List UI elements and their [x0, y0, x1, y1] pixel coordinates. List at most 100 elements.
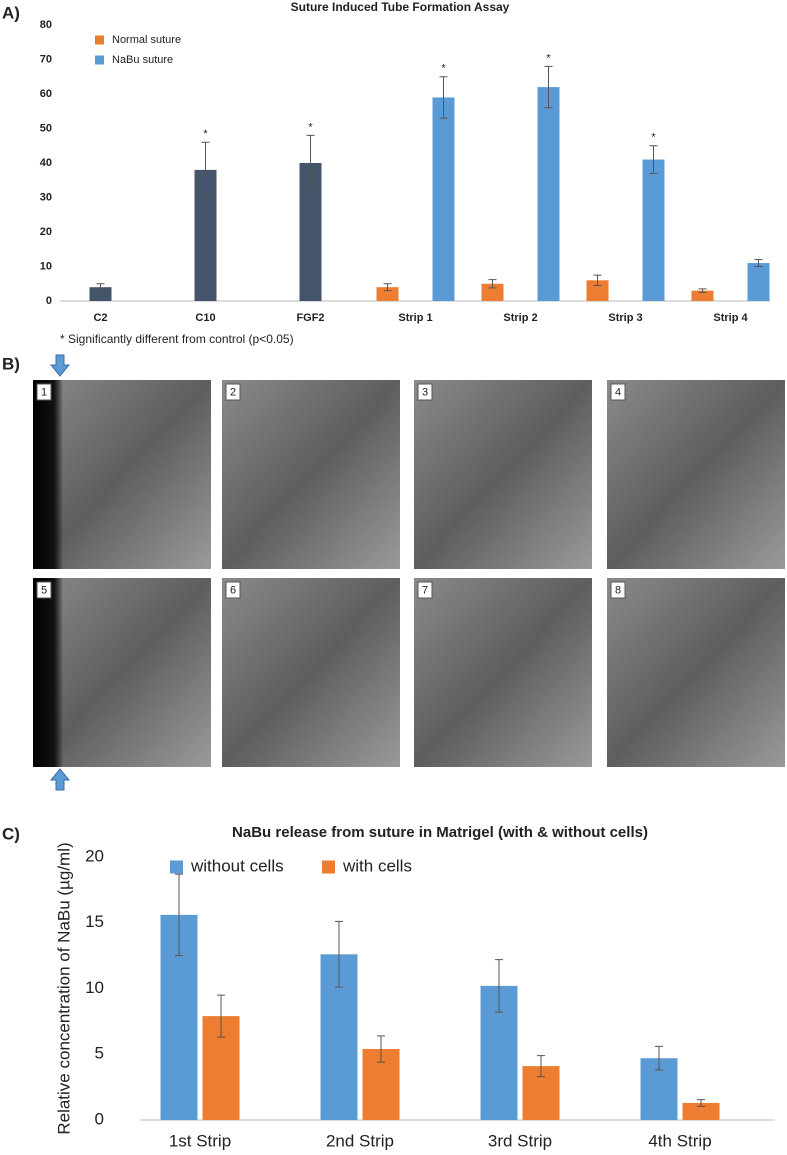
- y-tick-label: 80: [40, 19, 52, 31]
- error-bar: [217, 994, 225, 1038]
- x-tick-label: C2: [93, 312, 107, 324]
- y-tick-label: 20: [40, 226, 52, 238]
- panel-label: B): [2, 354, 20, 373]
- micrograph: [414, 578, 592, 767]
- error-bar: [306, 134, 315, 192]
- label-box: [417, 383, 433, 401]
- micrograph: [607, 578, 785, 767]
- bar: [481, 283, 504, 301]
- error-bar: [439, 76, 448, 119]
- error-bar: [201, 141, 210, 198]
- micrograph: [607, 380, 785, 569]
- error-bar: [175, 873, 183, 957]
- error-bar: [655, 1045, 663, 1071]
- micrograph-label: 4: [615, 386, 621, 398]
- legend-label: NaBu suture: [112, 54, 173, 66]
- bar: [682, 1102, 720, 1120]
- significance-mark: *: [441, 63, 446, 75]
- x-tick-label: 4th Strip: [648, 1131, 711, 1150]
- micrograph-label: 7: [422, 584, 428, 596]
- y-tick-label: 0: [46, 295, 52, 307]
- bar: [194, 169, 217, 301]
- panel-label: A): [2, 3, 20, 22]
- legend-label: with cells: [342, 856, 412, 875]
- error-bar: [335, 920, 343, 988]
- significance-mark: *: [651, 132, 656, 144]
- bar: [299, 163, 322, 301]
- arrow: [49, 768, 71, 791]
- y-tick-label: 10: [85, 978, 104, 997]
- error-bar: [383, 283, 392, 292]
- micrograph-label: 3: [422, 386, 428, 398]
- bar: [586, 280, 609, 301]
- y-tick-label: 10: [40, 260, 52, 272]
- label-box: [610, 383, 626, 401]
- micrograph: [222, 578, 400, 767]
- legend-swatch: [95, 55, 104, 65]
- label-box: [36, 383, 52, 401]
- error-bar: [697, 1099, 705, 1107]
- bar: [747, 263, 770, 301]
- significance-mark: *: [203, 128, 208, 140]
- y-tick-label: 70: [40, 53, 52, 65]
- micrograph-label: 8: [615, 584, 621, 596]
- micrograph-label: 5: [41, 584, 47, 596]
- legend-label: Normal suture: [112, 34, 181, 46]
- label-box: [610, 581, 626, 599]
- micrograph-label: 1: [41, 386, 47, 398]
- x-tick-label: C10: [195, 312, 215, 324]
- micrograph-label: 6: [230, 584, 236, 596]
- error-bar: [488, 279, 497, 289]
- bar: [89, 287, 112, 301]
- x-tick-label: 3rd Strip: [488, 1131, 552, 1150]
- x-tick-label: Strip 4: [713, 312, 748, 324]
- label-box: [225, 581, 241, 599]
- micrograph: [222, 380, 400, 569]
- x-tick-label: Strip 3: [608, 312, 642, 324]
- chart-title: NaBu release from suture in Matrigel (wi…: [232, 824, 648, 841]
- y-tick-label: 20: [85, 846, 104, 865]
- footnote: * Significantly different from control (…: [60, 332, 294, 346]
- y-tick-label: 0: [95, 1109, 104, 1128]
- error-bar: [96, 283, 105, 292]
- x-tick-label: 1st Strip: [169, 1131, 231, 1150]
- significance-mark: *: [308, 121, 313, 133]
- bar: [432, 97, 455, 301]
- x-tick-label: 2nd Strip: [326, 1131, 394, 1150]
- error-bar: [698, 288, 707, 293]
- significance-mark: *: [546, 52, 551, 64]
- y-tick-label: 60: [40, 88, 52, 100]
- micrograph: [414, 380, 592, 569]
- y-tick-label: 50: [40, 122, 52, 134]
- error-bar: [377, 1035, 385, 1063]
- y-tick-label: 5: [95, 1044, 104, 1063]
- error-bar: [495, 959, 503, 1013]
- legend-label: without cells: [190, 856, 284, 875]
- y-tick-label: 40: [40, 157, 52, 169]
- x-tick-label: FGF2: [296, 312, 324, 324]
- x-tick-label: Strip 2: [503, 312, 537, 324]
- micrograph-label: 2: [230, 386, 236, 398]
- suture-edge: [33, 578, 63, 767]
- chart-title: Suture Induced Tube Formation Assay: [291, 0, 510, 14]
- y-tick-label: 30: [40, 191, 52, 203]
- x-tick-label: Strip 1: [398, 312, 432, 324]
- label-box: [225, 383, 241, 401]
- error-bar: [649, 145, 658, 174]
- error-bar: [593, 274, 602, 286]
- arrow: [49, 354, 71, 377]
- legend-swatch: [170, 860, 183, 874]
- bar: [537, 87, 560, 301]
- legend-swatch: [322, 860, 335, 874]
- label-box: [417, 581, 433, 599]
- bar: [642, 159, 665, 301]
- error-bar: [544, 65, 553, 109]
- label-box: [36, 581, 52, 599]
- legend-swatch: [95, 35, 104, 45]
- bar: [691, 290, 714, 301]
- panel-label: C): [2, 824, 20, 843]
- bar: [376, 287, 399, 301]
- y-tick-label: 15: [85, 912, 104, 931]
- suture-edge: [33, 380, 63, 569]
